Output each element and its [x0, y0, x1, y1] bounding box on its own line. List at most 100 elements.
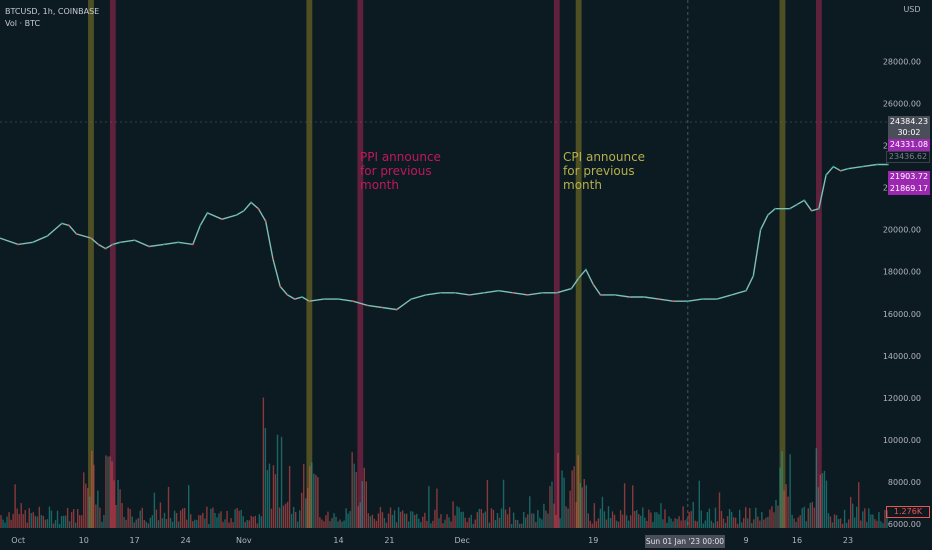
volume-bar	[833, 514, 836, 528]
volume-bar	[722, 518, 725, 528]
volume-bar	[303, 464, 305, 528]
volume-bar	[155, 509, 158, 528]
volume-bar	[228, 522, 230, 528]
volume-bar	[52, 523, 55, 528]
volume-bar	[179, 510, 182, 528]
volume-bar	[490, 508, 493, 528]
volume-bar	[40, 515, 43, 528]
volume-bar	[216, 517, 218, 528]
volume-bar	[34, 515, 37, 528]
volume-bar	[220, 511, 222, 528]
volume-bar	[254, 515, 256, 528]
volume-bar	[341, 521, 343, 528]
volume-bar	[244, 522, 246, 528]
volume-bar	[426, 520, 428, 528]
price-point	[206, 211, 209, 214]
volume-bar	[36, 516, 39, 528]
volume-bar	[607, 506, 610, 528]
volume-bar	[623, 483, 626, 528]
volume-bar	[339, 519, 341, 528]
volume-bar	[805, 521, 807, 528]
volume-bar	[141, 507, 143, 528]
volume-bar	[12, 513, 14, 528]
volume-bar	[743, 518, 745, 528]
volume-bar	[173, 510, 176, 528]
volume-bar	[18, 514, 20, 528]
volume-bar	[529, 496, 531, 528]
volume-bar	[56, 510, 59, 528]
volume-bar	[270, 508, 273, 528]
volume-bar	[696, 521, 698, 528]
volume-bar	[563, 477, 565, 528]
price-point	[592, 283, 595, 286]
volume-bar	[91, 450, 93, 528]
volume-bar	[678, 516, 680, 528]
volume-bar	[864, 508, 866, 528]
volume-bar	[161, 518, 164, 528]
volume-bar	[248, 520, 250, 528]
price-point	[657, 298, 660, 300]
volume-bar	[353, 463, 355, 528]
price-point	[60, 222, 63, 225]
volume-bar	[882, 523, 884, 528]
volume-bar	[290, 513, 293, 528]
volume-bar	[625, 515, 628, 528]
volume-bar	[286, 501, 289, 528]
volume-bar	[8, 512, 10, 528]
volume-bar	[24, 510, 26, 528]
volume-bar	[510, 523, 513, 528]
x-tick-label: 19	[588, 536, 598, 545]
volume-bar	[601, 496, 604, 528]
volume-bar	[486, 479, 489, 528]
ppi-band	[553, 0, 560, 528]
volume-bar	[638, 514, 640, 528]
volume-bar	[442, 523, 444, 528]
volume-bar	[64, 515, 67, 528]
volume-bar	[611, 511, 614, 528]
volume-bar	[579, 482, 581, 528]
volume-bar	[583, 478, 585, 528]
volume-bar	[880, 521, 882, 528]
volume-bar	[502, 479, 505, 528]
volume-bar	[872, 514, 874, 528]
volume-bar	[208, 523, 210, 528]
volume-bar	[878, 512, 880, 528]
volume-bar	[684, 520, 686, 528]
volume-bar	[795, 521, 797, 528]
volume-bar	[412, 511, 414, 528]
volume-bar	[856, 506, 858, 528]
volume-bar	[779, 467, 781, 528]
volume-bar	[549, 486, 551, 528]
price-point	[585, 268, 587, 271]
volume-bar	[325, 515, 327, 528]
volume-bar	[66, 507, 69, 528]
price-point	[242, 209, 245, 212]
volume-bar	[147, 523, 150, 528]
volume-bar	[587, 513, 589, 528]
volume-bar	[236, 507, 238, 528]
volume-bar	[724, 522, 727, 528]
volume-bar	[597, 518, 600, 528]
price-point	[767, 214, 769, 216]
volume-bar	[791, 514, 793, 528]
volume-bar	[551, 481, 553, 528]
volume-bar	[54, 520, 57, 528]
volume-bar	[767, 516, 769, 528]
volume-bar	[238, 510, 240, 528]
price-point	[716, 298, 718, 300]
volume-bar	[839, 518, 842, 528]
volume-bar	[294, 512, 297, 528]
volume-bar	[454, 515, 456, 528]
x-tick-label: Oct	[11, 536, 25, 545]
volume-bar	[226, 510, 228, 528]
volume-bar	[640, 515, 642, 528]
volume-bar	[292, 506, 295, 528]
volume-bar	[464, 517, 466, 528]
volume-bar	[107, 456, 109, 528]
volume-bar	[803, 506, 805, 528]
volume-bar	[862, 511, 864, 528]
price-point	[410, 298, 413, 300]
volume-bar	[258, 514, 261, 528]
volume-bar	[373, 518, 376, 528]
